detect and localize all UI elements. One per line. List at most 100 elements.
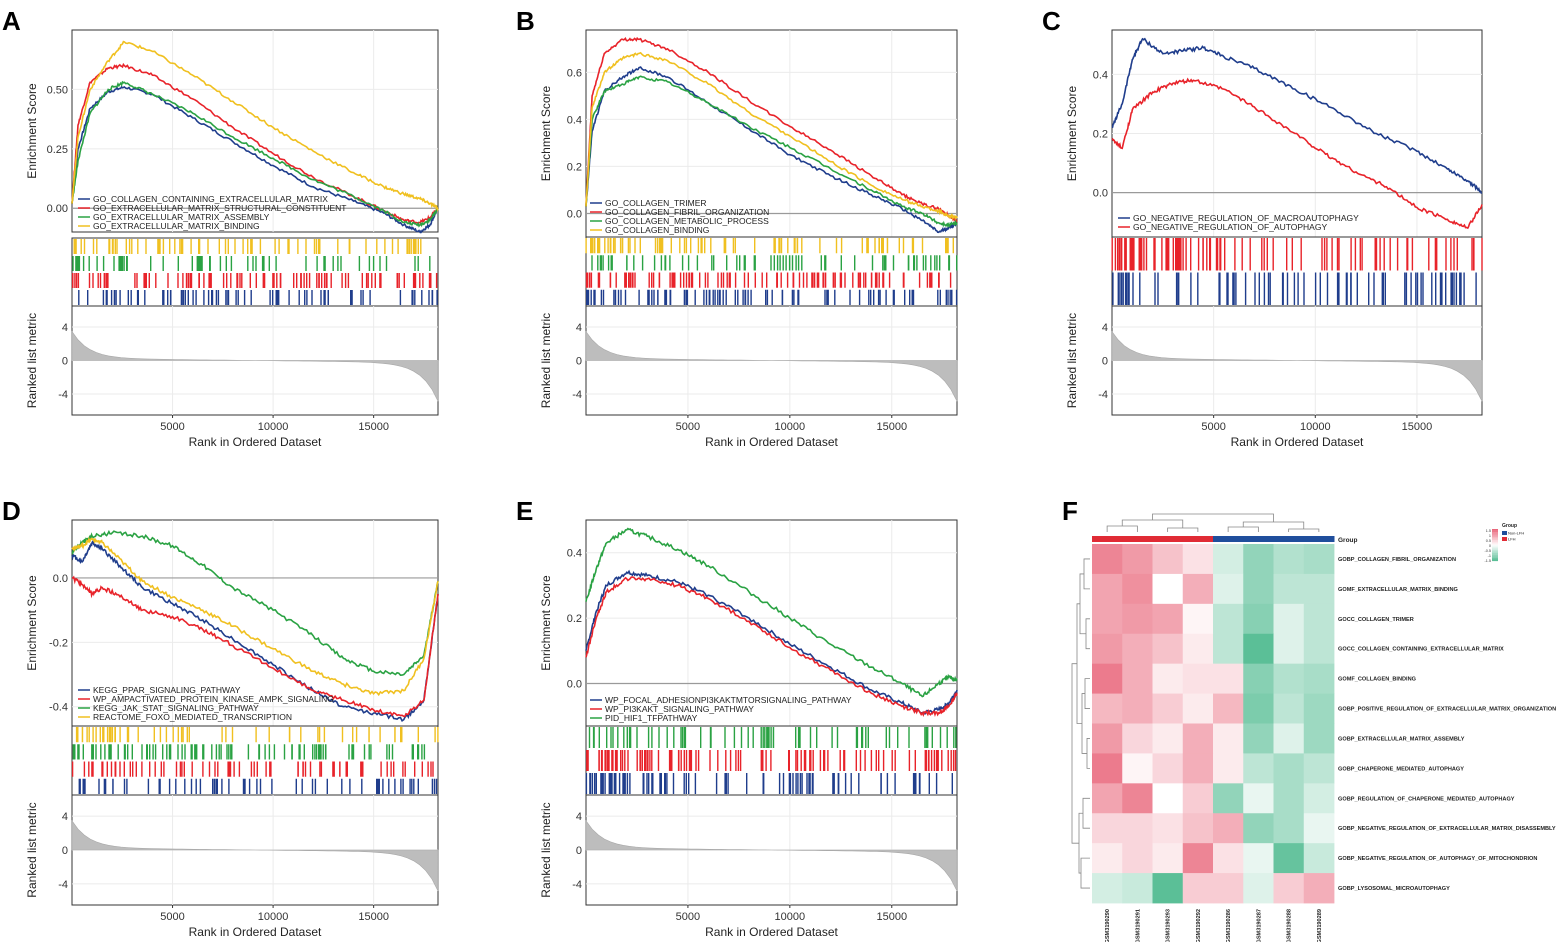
x-axis-label: Rank in Ordered Dataset xyxy=(189,925,322,939)
legend-color-step xyxy=(1492,546,1498,549)
legend-color-step xyxy=(1492,532,1498,534)
heatmap-cell xyxy=(1303,843,1335,874)
column-label: GSM3190287 xyxy=(1256,909,1262,942)
es-tick-label: 0.2 xyxy=(567,161,582,173)
heatmap-cell xyxy=(1213,603,1244,635)
group-bar-label: Group xyxy=(1338,537,1358,544)
legend-color-step xyxy=(1492,529,1498,531)
es-tick-label: 0.4 xyxy=(567,114,582,126)
heatmap-cell xyxy=(1273,693,1305,724)
metric-tick-label: 0 xyxy=(62,845,68,857)
es-tick-label: -0.4 xyxy=(49,702,68,714)
es-line-go_collagen_metabolic_process xyxy=(585,75,958,228)
heatmap-cell xyxy=(1122,843,1153,874)
legend-color-step xyxy=(1492,556,1498,558)
dendrogram-branch xyxy=(1082,797,1090,829)
heatmap-cell xyxy=(1213,633,1244,665)
es-tick-label: 0.2 xyxy=(567,613,582,625)
metric-tick-label: 4 xyxy=(62,811,68,823)
row-label: GOBP_COLLAGEN_FIBRIL_ORGANIZATION xyxy=(1338,557,1456,563)
heatmap-cell xyxy=(1303,873,1335,904)
heatmap-cell xyxy=(1303,723,1335,754)
legend-color-step xyxy=(1492,545,1498,547)
dendrogram-branch xyxy=(1079,573,1086,635)
heatmap-cell xyxy=(1303,753,1335,784)
metric-tick-label: 4 xyxy=(62,322,68,334)
dendrogram-branch xyxy=(1080,857,1090,889)
legend-entry: GO_NEGATIVE_REGULATION_OF_MACROAUTOPHAGY xyxy=(1133,213,1359,223)
x-tick-label: 10000 xyxy=(775,911,806,923)
heatmap-cell xyxy=(1092,544,1123,575)
legend-entry: WP_AMPACTIVATED_PROTEIN_KINASE_AMPK_SIGN… xyxy=(93,694,334,704)
es-axis-label: Enrichment Score xyxy=(1065,85,1079,181)
es-tick-label: 0.0 xyxy=(567,678,582,690)
dendrogram-branch xyxy=(1084,678,1090,709)
heatmap-cell xyxy=(1182,573,1214,605)
group-bar-cell xyxy=(1122,536,1153,542)
heatmap-cell xyxy=(1122,693,1153,724)
metric-axis-label: Ranked list metric xyxy=(539,802,553,897)
heatmap-cell xyxy=(1152,603,1184,635)
hit-ticks-wp_focal_adhesionpi3kaktmtorsignaling_pathway xyxy=(585,773,953,794)
metric-tick-label: -4 xyxy=(58,389,68,401)
hit-ticks-go_extracellular_matrix_structural_constituent xyxy=(71,273,438,288)
heatmap-cell xyxy=(1092,753,1123,784)
heatmap-cell xyxy=(1243,723,1274,754)
heatmap-cell xyxy=(1243,873,1274,904)
es-line-go_collagen_trimer xyxy=(585,66,958,234)
es-line-wp_pi3kakt_signaling_pathway xyxy=(585,576,958,718)
es-line-pid_hif1_tfpathway xyxy=(585,527,958,698)
heatmap-cell xyxy=(1303,603,1335,635)
heatmap-cell xyxy=(1273,813,1305,844)
legend-scale-label: -1 xyxy=(1488,554,1491,558)
dendrogram-branch xyxy=(1288,528,1320,532)
es-axis-label: Enrichment Score xyxy=(25,83,39,179)
dendrogram-branch xyxy=(1152,513,1274,522)
es-axis-label: Enrichment Score xyxy=(539,575,553,671)
heatmap-cell xyxy=(1092,813,1123,844)
dendrogram-branch xyxy=(1081,693,1087,754)
heatmap-cell xyxy=(1213,843,1244,874)
hit-ticks-go_collagen_metabolic_process xyxy=(591,255,958,271)
heatmap-cell xyxy=(1273,873,1305,904)
hit-ticks-go_collagen_fibril_organization xyxy=(585,272,952,288)
heatmap-cell xyxy=(1092,603,1123,635)
panel-letter: A xyxy=(2,6,21,36)
legend-entry: WP_FOCAL_ADHESIONPI3KAKTMTORSIGNALING_PA… xyxy=(605,695,852,705)
row-label: GOBP_EXTRACELLULAR_MATRIX_ASSEMBLY xyxy=(1338,736,1465,742)
panel-a: A 0.00 0.25 0.50 Enrichment Score GO_COLLAGEN… xyxy=(2,6,439,449)
legend-entry: GO_NEGATIVE_REGULATION_OF_AUTOPHAGY xyxy=(1133,222,1327,232)
heatmap-cell xyxy=(1273,663,1305,694)
group-bar-cell xyxy=(1243,536,1274,542)
column-label: GSM3190291 xyxy=(1135,909,1141,942)
legend-scale-label: 1.5 xyxy=(1486,529,1491,533)
hit-ticks-kegg_jak_stat_signaling_pathway xyxy=(72,744,426,760)
legend-color-step xyxy=(1492,559,1498,562)
x-tick-label: 5000 xyxy=(160,911,184,923)
group-bar-cell xyxy=(1273,536,1305,542)
heatmap-cell xyxy=(1122,544,1153,575)
heatmap-cell xyxy=(1303,813,1335,844)
panel-c: C 0.0 0.2 0.4 Enrichment Score GO_NEGATIVE_RE… xyxy=(1042,6,1483,449)
x-tick-label: 5000 xyxy=(1201,421,1225,433)
es-tick-label: 0.4 xyxy=(567,548,582,560)
dendrogram-branch xyxy=(1121,519,1184,528)
x-tick-label: 10000 xyxy=(775,421,806,433)
heatmap-cell xyxy=(1273,603,1305,635)
heatmap-cell xyxy=(1122,573,1153,605)
column-label: GSM3190293 xyxy=(1166,909,1172,942)
metric-tick-label: 4 xyxy=(576,322,582,334)
row-label: GOBP_NEGATIVE_REGULATION_OF_AUTOPHAGY_OF… xyxy=(1338,856,1537,862)
panel-letter: D xyxy=(2,496,21,526)
heatmap-cell xyxy=(1152,723,1184,754)
metric-tick-label: -4 xyxy=(572,879,582,891)
heatmap-cell xyxy=(1182,723,1214,754)
heatmap-cell xyxy=(1152,544,1184,575)
heatmap-cell xyxy=(1213,783,1244,814)
heatmap-cell xyxy=(1182,603,1214,635)
es-line-go_extracellular_matrix_binding xyxy=(71,40,439,212)
hit-ticks-go_extracellular_matrix_binding xyxy=(73,239,422,254)
heatmap-cell xyxy=(1182,843,1214,874)
es-tick-label: 0.00 xyxy=(47,203,68,215)
panel-letter: C xyxy=(1042,6,1061,36)
